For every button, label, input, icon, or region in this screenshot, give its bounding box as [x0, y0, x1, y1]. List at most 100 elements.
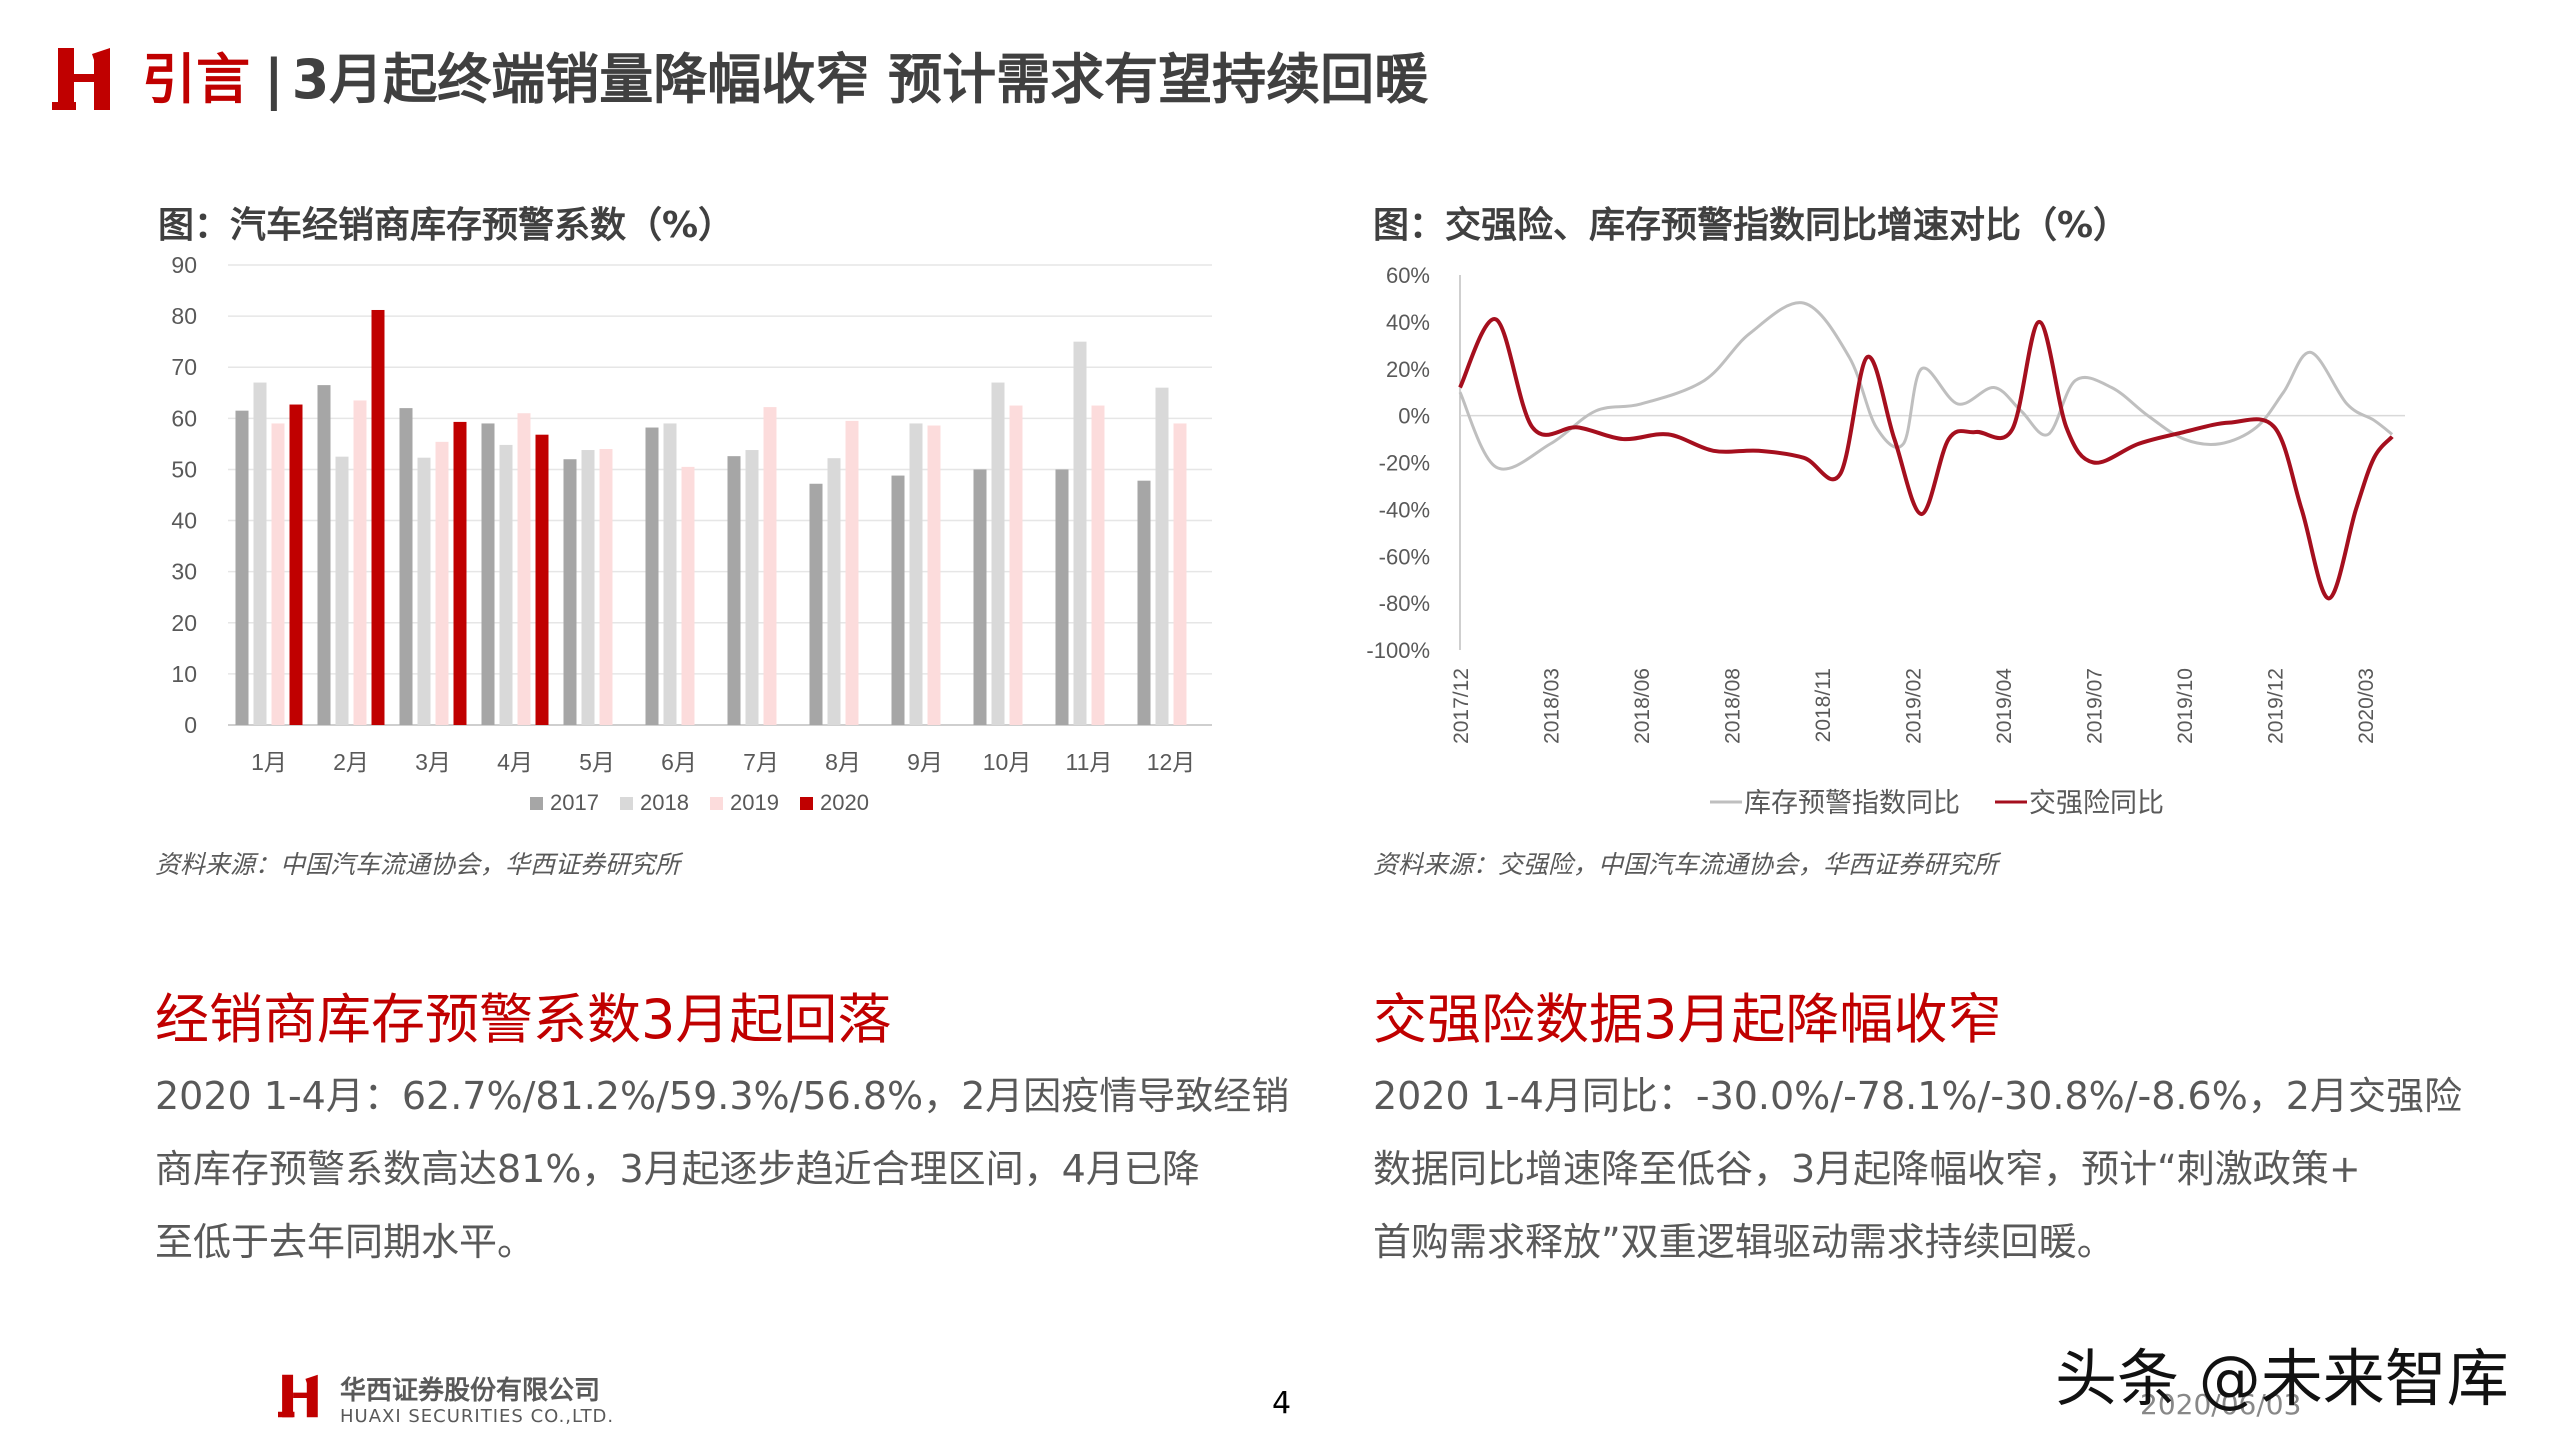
x-tick-label: 2018/11 — [1812, 668, 1835, 742]
x-tick-label: 2019/10 — [2174, 668, 2197, 744]
y-tick-label: 40% — [1386, 310, 1430, 335]
bar-2017 — [235, 410, 249, 725]
legend-label: 2019 — [730, 790, 779, 815]
bar-2019 — [435, 441, 449, 725]
bar-2019 — [271, 423, 285, 725]
body-line: 至低于去年同期水平。 — [155, 1220, 536, 1264]
bar-2017 — [973, 469, 987, 725]
report-date: 2020/06/03 — [2140, 1388, 2302, 1421]
legend-swatch — [710, 797, 723, 810]
y-tick-label: 0% — [1398, 404, 1430, 429]
legend-label: 2020 — [820, 790, 869, 815]
bar-2017 — [563, 459, 577, 725]
x-tick-label: 5月 — [579, 749, 615, 775]
x-tick-label: 2018/06 — [1631, 668, 1654, 744]
bar-2019 — [763, 407, 777, 725]
bar-2018 — [581, 450, 595, 725]
y-tick-label: -40% — [1379, 497, 1430, 522]
x-tick-label: 8月 — [825, 749, 861, 775]
x-tick-label: 10月 — [983, 749, 1032, 775]
x-tick-label: 2018/03 — [1541, 668, 1564, 744]
bar-2019 — [517, 413, 531, 725]
x-tick-label: 2017/12 — [1450, 668, 1473, 744]
x-tick-label: 2019/04 — [1993, 668, 2016, 744]
footer-logo-icon — [278, 1374, 318, 1418]
x-tick-label: 2019/12 — [2265, 668, 2288, 744]
company-name-en: HUAXI SECURITIES CO.,LTD. — [340, 1406, 615, 1427]
x-tick-label: 12月 — [1147, 749, 1196, 775]
y-tick-label: -100% — [1366, 638, 1430, 663]
title-text: 3月起终端销量降幅收窄 预计需求有望持续回暖 — [291, 48, 1429, 111]
y-tick-label: 90 — [171, 252, 197, 278]
bar-2018 — [991, 382, 1005, 725]
y-tick-label: 50 — [171, 456, 197, 482]
y-tick-label: -20% — [1379, 451, 1430, 476]
bar-2018 — [1073, 341, 1087, 725]
x-tick-label: 2018/08 — [1722, 668, 1745, 744]
body-line: 商库存预警系数高达81%，3月起逐步趋近合理区间，4月已降 — [155, 1147, 1200, 1191]
dealer-inventory-bar-chart: 0 10 20 30 40 50 60 70 80 90 1月 2月 3月 4月 5月 6月 7月 8月 9月 10月… — [171, 252, 1212, 815]
legend-label: 交强险同比 — [2029, 788, 2164, 818]
legend-swatch — [530, 797, 543, 810]
body-line: 2020 1-4月同比：-30.0%/-78.1%/-30.8%/-8.6%，2… — [1373, 1074, 2462, 1118]
body-line: 首购需求释放”双重逻辑驱动需求持续回暖。 — [1373, 1220, 2115, 1264]
left-body-text: 2020 1-4月：62.7%/81.2%/59.3%/56.8%，2月因疫情导… — [155, 1060, 1295, 1279]
bar-2018 — [909, 423, 923, 725]
title-separator: | — [264, 48, 284, 111]
y-tick-label: 60 — [171, 405, 197, 431]
bar-2020 — [535, 434, 549, 725]
bar-2017 — [645, 427, 659, 725]
bar-2018 — [663, 423, 677, 725]
x-tick-label: 1月 — [251, 749, 287, 775]
bar-2019 — [353, 400, 367, 725]
bar-2017 — [891, 475, 905, 725]
left-source-note: 资料来源：中国汽车流通协会，华西证券研究所 — [155, 850, 681, 879]
bar-2018 — [1155, 387, 1169, 725]
bar-2019 — [681, 466, 695, 725]
huaxi-logo-icon — [52, 48, 110, 110]
bar-2020 — [289, 404, 303, 725]
x-tick-label: 11月 — [1066, 749, 1113, 775]
legend-label: 2017 — [550, 790, 599, 815]
x-tick-label: 2020/03 — [2355, 668, 2378, 744]
x-tick-label: 2019/02 — [1903, 668, 1926, 744]
legend-swatch — [620, 797, 633, 810]
y-tick-label: 40 — [171, 508, 197, 534]
bar-2017 — [1137, 480, 1151, 725]
bar-2020 — [453, 421, 467, 725]
y-tick-label: 70 — [171, 354, 197, 380]
bar-2019 — [845, 420, 859, 725]
body-line: 2020 1-4月：62.7%/81.2%/59.3%/56.8%，2月因疫情导… — [155, 1074, 1290, 1118]
yoy-growth-line-chart: 60% 40% 20% 0% -20% -40% -60% -80% -100% 2017/12 2… — [1366, 263, 2405, 818]
company-name-cn: 华西证券股份有限公司 — [340, 1376, 601, 1406]
y-tick-label: 60% — [1386, 263, 1430, 288]
x-tick-label: 7月 — [743, 749, 779, 775]
page-title: 引言 | 3月起终端销量降幅收窄 预计需求有望持续回暖 — [142, 40, 1428, 120]
bar-2019 — [1009, 405, 1023, 725]
left-chart-title: 图：汽车经销商库存预警系数（%） — [158, 205, 735, 246]
y-tick-label: 20 — [171, 610, 197, 636]
y-tick-label: 10 — [171, 661, 197, 687]
bar-2018 — [745, 450, 759, 725]
bar-2020 — [371, 309, 385, 725]
bar-2019 — [599, 449, 613, 725]
bar-2017 — [399, 408, 413, 725]
bar-2019 — [1173, 423, 1187, 725]
series-line-inventory — [1458, 301, 2394, 471]
x-tick-label: 2月 — [333, 749, 369, 775]
legend-label: 库存预警指数同比 — [1744, 788, 1960, 818]
y-tick-label: 80 — [171, 303, 197, 329]
title-accent: 引言 — [142, 48, 250, 111]
right-section-heading: 交强险数据3月起降幅收窄 — [1373, 988, 2002, 1051]
x-tick-label: 2019/07 — [2084, 668, 2107, 744]
bar-2017 — [727, 456, 741, 725]
bar-2018 — [335, 456, 349, 725]
x-tick-label: 9月 — [907, 749, 943, 775]
right-body-text: 2020 1-4月同比：-30.0%/-78.1%/-30.8%/-8.6%，2… — [1373, 1060, 2513, 1279]
bar-2017 — [1055, 469, 1069, 725]
y-tick-label: 0 — [184, 712, 197, 738]
y-tick-label: 30 — [171, 559, 197, 585]
left-section-heading: 经销商库存预警系数3月起回落 — [155, 988, 892, 1051]
bar-2018 — [499, 444, 513, 725]
y-tick-label: 20% — [1386, 357, 1430, 382]
